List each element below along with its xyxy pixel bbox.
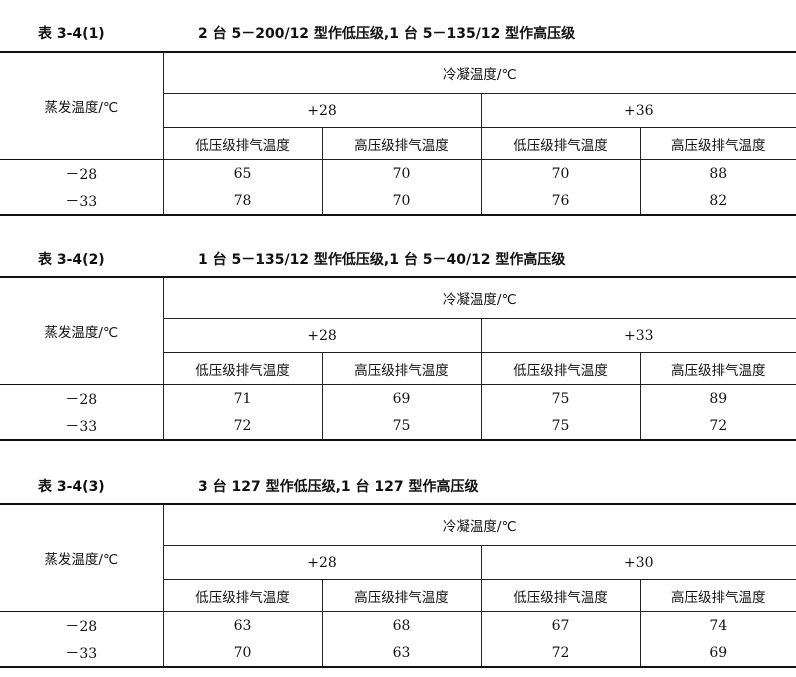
table-number: 表 3-4(1) bbox=[38, 26, 105, 42]
cell-value: 75 bbox=[480, 384, 641, 412]
column-header: 低压级排气温度 bbox=[480, 352, 641, 385]
data-table: 蒸发温度/℃ 冷凝温度/℃ +28 +36 低压级排气温度 高压级排气温度 低压级排气温度高… bbox=[0, 51, 796, 216]
column-header: 高压级排气温度 bbox=[639, 352, 796, 385]
condensing-temp-header: +28 bbox=[163, 545, 482, 580]
row-header: 蒸发温度/℃ bbox=[0, 276, 164, 385]
cell-value: 70 bbox=[480, 159, 641, 187]
cell-value: 63 bbox=[321, 639, 482, 667]
table-number: 表 3-4(2) bbox=[38, 252, 105, 268]
cell-value: 63 bbox=[162, 611, 323, 639]
table-number: 表 3-4(3) bbox=[38, 479, 105, 495]
column-header: 高压级排气温度 bbox=[639, 127, 796, 160]
evaporation-temp: －28 bbox=[0, 611, 164, 639]
column-header: 低压级排气温度 bbox=[163, 352, 323, 385]
cell-value: 74 bbox=[639, 611, 796, 639]
header-row: +28 +36 bbox=[0, 93, 796, 128]
cell-value: 72 bbox=[639, 412, 796, 440]
group-header: 冷凝温度/℃ bbox=[162, 51, 796, 94]
cell-value: 70 bbox=[162, 639, 323, 667]
cell-value: 71 bbox=[162, 384, 323, 412]
table-title: 1 台 5－135/12 型作低压级,1 台 5－40/12 型作高压级 bbox=[198, 252, 566, 268]
evaporation-temp: －33 bbox=[0, 639, 164, 667]
table-row: －33 70 63 72 69 bbox=[0, 639, 796, 667]
condensing-temp-header: +28 bbox=[163, 318, 482, 353]
condensing-temp-header: +30 bbox=[480, 545, 796, 580]
condensing-temp-header: +28 bbox=[163, 93, 482, 128]
header-row: 低压级排气温度 高压级排气温度 低压级排气温度 高压级排气温度 bbox=[0, 352, 796, 385]
cell-value: 65 bbox=[162, 159, 323, 187]
column-header: 低压级排气温度 bbox=[163, 579, 323, 612]
table-title: 3 台 127 型作低压级,1 台 127 型作高压级 bbox=[198, 479, 479, 495]
group-header: 冷凝温度/℃ bbox=[162, 276, 796, 319]
header-row: 低压级排气温度 高压级排气温度 低压级排气温度 高压级排气温度 bbox=[0, 127, 796, 160]
cell-value: 82 bbox=[639, 187, 796, 215]
row-header: 蒸发温度/℃ bbox=[0, 503, 164, 612]
table-caption: 表 3-4(1) 2 台 5－200/12 型作低压级,1 台 5－135/12 … bbox=[0, 21, 796, 43]
evaporation-temp: －33 bbox=[0, 412, 164, 440]
table-row: －28 63 68 67 74 bbox=[0, 611, 796, 639]
condensing-temp-header: +33 bbox=[480, 318, 796, 353]
condensing-temp-header: +36 bbox=[480, 93, 796, 128]
cell-value: 69 bbox=[639, 639, 796, 667]
row-header: 蒸发温度/℃ bbox=[0, 51, 164, 160]
cell-value: 72 bbox=[480, 639, 641, 667]
header-row: +28 +33 bbox=[0, 318, 796, 353]
table-caption: 表 3-4(2) 1 台 5－135/12 型作低压级,1 台 5－40/12 型… bbox=[0, 247, 796, 269]
evaporation-temp: －28 bbox=[0, 384, 164, 412]
cell-value: 75 bbox=[480, 412, 641, 440]
header-row: 蒸发温度/℃ 冷凝温度/℃ bbox=[0, 503, 796, 612]
table-title: 2 台 5－200/12 型作低压级,1 台 5－135/12 型作高压级 bbox=[198, 26, 576, 42]
table-row: －28 65 70 70 88 bbox=[0, 159, 796, 187]
cell-value: 88 bbox=[639, 159, 796, 187]
data-table: 蒸发温度/℃ 冷凝温度/℃ +28 +30 低压级排气温度 高压级排气温度 低压级排气温度高… bbox=[0, 503, 796, 668]
cell-value: 78 bbox=[162, 187, 323, 215]
column-header: 低压级排气温度 bbox=[480, 579, 641, 612]
column-header: 高压级排气温度 bbox=[321, 579, 482, 612]
header-row: 蒸发温度/℃ 冷凝温度/℃ bbox=[0, 51, 796, 160]
data-table: 蒸发温度/℃ 冷凝温度/℃ +28 +33 低压级排气温度 高压级排气温度 低压级排气温度高… bbox=[0, 276, 796, 441]
cell-value: 70 bbox=[321, 187, 482, 215]
cell-value: 69 bbox=[321, 384, 482, 412]
cell-value: 75 bbox=[321, 412, 482, 440]
column-header: 高压级排气温度 bbox=[639, 579, 796, 612]
table-row: －33 78 70 76 82 bbox=[0, 187, 796, 215]
cell-value: 67 bbox=[480, 611, 641, 639]
cell-value: 76 bbox=[480, 187, 641, 215]
group-header: 冷凝温度/℃ bbox=[162, 503, 796, 546]
cell-value: 72 bbox=[162, 412, 323, 440]
cell-value: 70 bbox=[321, 159, 482, 187]
column-header: 低压级排气温度 bbox=[163, 127, 323, 160]
table-row: －33 72 75 75 72 bbox=[0, 412, 796, 440]
header-row: 蒸发温度/℃ 冷凝温度/℃ bbox=[0, 276, 796, 385]
cell-value: 89 bbox=[639, 384, 796, 412]
evaporation-temp: －28 bbox=[0, 159, 164, 187]
table-caption: 表 3-4(3) 3 台 127 型作低压级,1 台 127 型作高压级 bbox=[0, 474, 796, 496]
column-header: 高压级排气温度 bbox=[321, 352, 482, 385]
evaporation-temp: －33 bbox=[0, 187, 164, 215]
header-row: 低压级排气温度 高压级排气温度 低压级排气温度 高压级排气温度 bbox=[0, 579, 796, 612]
table-row: －28 71 69 75 89 bbox=[0, 384, 796, 412]
column-header: 高压级排气温度 bbox=[321, 127, 482, 160]
cell-value: 68 bbox=[321, 611, 482, 639]
column-header: 低压级排气温度 bbox=[480, 127, 641, 160]
